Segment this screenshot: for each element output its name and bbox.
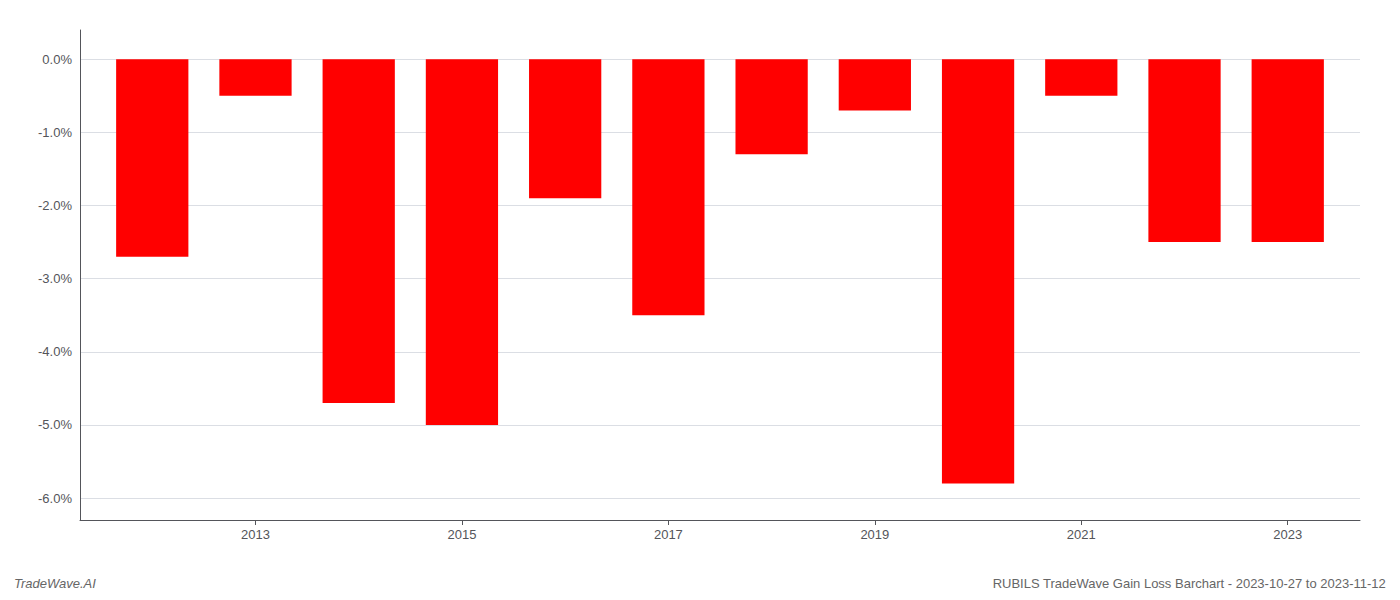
svg-text:-3.0%: -3.0% [38,271,72,286]
svg-text:2013: 2013 [241,527,270,542]
svg-text:-1.0%: -1.0% [38,125,72,140]
svg-text:-4.0%: -4.0% [38,344,72,359]
svg-text:2023: 2023 [1273,527,1302,542]
svg-text:-6.0%: -6.0% [38,491,72,506]
svg-text:-5.0%: -5.0% [38,417,72,432]
svg-text:2019: 2019 [860,527,889,542]
svg-text:2021: 2021 [1067,527,1096,542]
svg-text:0.0%: 0.0% [42,52,72,67]
svg-text:TradeWave.AI: TradeWave.AI [14,576,96,591]
svg-text:2015: 2015 [447,527,476,542]
svg-text:-2.0%: -2.0% [38,198,72,213]
svg-text:RUBILS TradeWave Gain Loss Bar: RUBILS TradeWave Gain Loss Barchart - 20… [993,576,1386,591]
svg-text:2017: 2017 [654,527,683,542]
